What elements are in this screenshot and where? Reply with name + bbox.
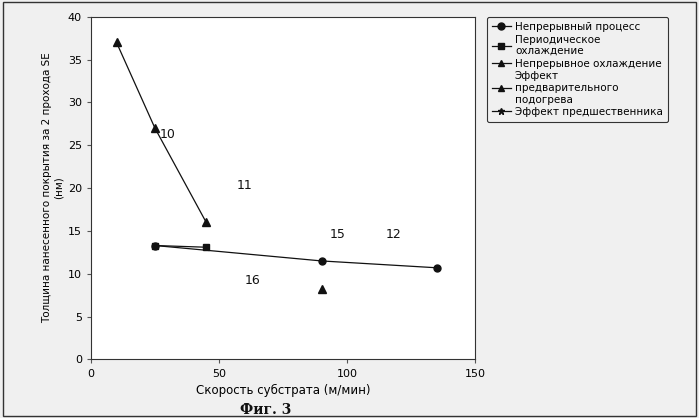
Text: 12: 12: [386, 228, 401, 241]
Text: 10: 10: [160, 128, 176, 141]
Text: Фиг. 3: Фиг. 3: [240, 403, 291, 417]
Y-axis label: Толщина нанесенного покрытия за 2 прохода SE
(нм): Толщина нанесенного покрытия за 2 проход…: [42, 53, 64, 324]
Text: 15: 15: [329, 228, 345, 241]
Text: 11: 11: [237, 179, 253, 192]
Legend: Непрерывный процесс, Периодическое
охлаждение, Непрерывное охлаждение, Эффект
пр: Непрерывный процесс, Периодическое охлаж…: [487, 17, 668, 122]
X-axis label: Скорость субстрата (м/мин): Скорость субстрата (м/мин): [196, 384, 370, 397]
Text: 16: 16: [245, 274, 261, 287]
